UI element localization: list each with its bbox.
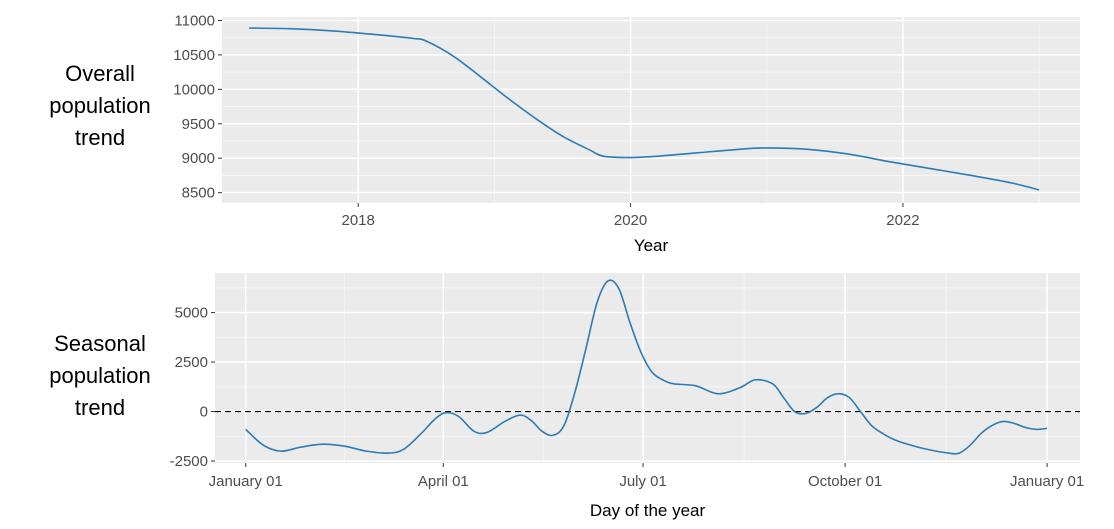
x-tick-label: 2020	[614, 212, 647, 229]
x-tick-label: January 01	[209, 473, 283, 490]
y-tick-label: -2500	[170, 453, 208, 470]
overall-trend-chart: 8500 9000 9500 10000 10500 11000 2018 2020 2022 Y…	[173, 12, 1080, 255]
x-tick-label: April 01	[418, 473, 469, 490]
y-tick-label: 9000	[182, 150, 215, 167]
x-tick-label: 2022	[886, 212, 919, 229]
series-line	[249, 27, 1040, 191]
y-tick-label: 10500	[173, 47, 215, 64]
y-tick-label: 8500	[182, 185, 215, 202]
x-tick-label: October 01	[808, 473, 882, 490]
x-tick-label: 2018	[342, 212, 375, 229]
y-tick-label: 5000	[175, 305, 208, 322]
bottom-chart-side-label: Seasonal population trend	[49, 331, 151, 420]
y-tick-label: 11000	[174, 12, 215, 29]
y-tick-label: 9500	[182, 116, 215, 133]
y-tick-label: 2500	[175, 354, 208, 371]
plot-background	[215, 273, 1080, 463]
x-tick-label: July 01	[619, 473, 667, 490]
top-chart-side-label: Overall population trend	[49, 61, 151, 150]
plot-background	[222, 17, 1080, 203]
series-line	[245, 279, 1048, 455]
x-axis-title: Day of the year	[590, 501, 706, 520]
x-tick-label: January 01	[1010, 473, 1084, 490]
y-tick-label: 0	[200, 404, 208, 421]
y-tick-label: 10000	[173, 81, 215, 98]
x-axis-title: Year	[634, 236, 669, 255]
seasonal-trend-chart: -2500 0 2500 5000 January 01 April 01 July 01 O…	[170, 273, 1084, 520]
